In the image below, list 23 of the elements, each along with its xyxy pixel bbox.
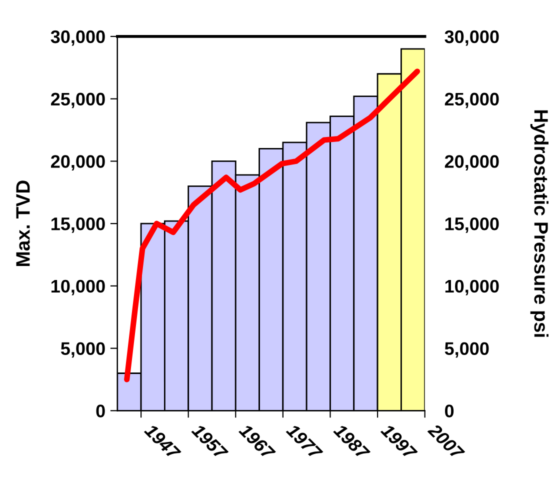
y-axis-title: Max. TVD	[16, 180, 30, 266]
y-tick-label: 0	[96, 404, 105, 418]
x-tick-label: 1967	[238, 423, 276, 461]
y2-axis-title: Hydrostatic Pressure psi	[530, 110, 548, 337]
y-tick-label: 5,000	[60, 342, 105, 358]
y2-tick-label: 30,000	[444, 30, 499, 46]
x-tick-label: 2007	[427, 422, 466, 461]
y2-tick-label: 15,000	[445, 217, 499, 233]
y-tick-label: 15,000	[52, 217, 105, 233]
x-tick-label: 1947	[144, 423, 182, 461]
y2-tick-label: 20,000	[444, 155, 499, 171]
x-tick-label: 1957	[191, 423, 229, 461]
x-tick-label: 1987	[332, 423, 371, 461]
y2-tick-label: 5,000	[444, 342, 489, 358]
y-tick-label: 30,000	[50, 30, 105, 46]
y-tick-label: 20,000	[50, 155, 105, 171]
x-tick-label: 1997	[380, 423, 418, 461]
x-tick-label: 1977	[286, 423, 324, 461]
y-tick-label: 25,000	[50, 92, 105, 108]
y2-tick-label: 25,000	[444, 92, 499, 108]
y2-tick-label: 0	[445, 404, 454, 418]
y2-tick-label: 10,000	[445, 280, 499, 296]
y-tick-label: 10,000	[52, 280, 105, 296]
